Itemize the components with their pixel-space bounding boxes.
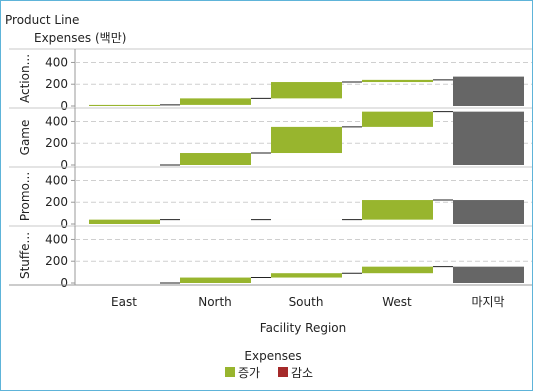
panels-layer: 0 200 400 Action... 0 200 400 Game 0 200 400 Promo.… (9, 48, 532, 290)
y-tick-label: 200 (45, 254, 68, 268)
bar-south (271, 273, 342, 278)
bar-north (180, 277, 251, 283)
bar-total (453, 111, 524, 165)
y-tick-label: 200 (45, 77, 68, 91)
bar-west (362, 266, 433, 274)
legend-label: 감소 (291, 366, 313, 380)
panel-label: Stuffe... (18, 232, 32, 279)
y-tick-label: 400 (45, 55, 68, 69)
x-tick-label-north: North (198, 295, 232, 309)
y-tick-label: 200 (45, 195, 68, 209)
legend-swatch (278, 367, 288, 377)
facet-header: Product Line (5, 13, 79, 27)
legend-item-2: 감소 (278, 366, 313, 380)
bar-south (271, 126, 342, 154)
y-tick-label: 400 (45, 232, 68, 246)
y-tick-label: 400 (45, 114, 68, 128)
x-axis: East North South West 마지막 (9, 284, 532, 309)
y-tick-label: 200 (45, 136, 68, 150)
x-tick-label-east: East (111, 295, 137, 309)
legend-label: 증가 (238, 366, 260, 380)
panel-2: 0 200 400 Game (9, 107, 532, 172)
bar-west (362, 111, 433, 127)
bar-north (180, 153, 251, 165)
x-axis-title: Facility Region (260, 321, 346, 335)
y-tick-label: 0 (60, 158, 68, 172)
bar-west (362, 79, 433, 83)
chart-title: Expenses (백만) (34, 31, 126, 45)
x-tick-label-west: West (382, 295, 412, 309)
panel-3: 0 200 400 Promo... (9, 166, 532, 231)
y-tick-label: 0 (60, 217, 68, 231)
legend-item-1: 증가 (225, 366, 260, 380)
bar-north (180, 98, 251, 105)
legend-title: Expenses (244, 349, 301, 363)
bar-east (89, 104, 160, 106)
bar-west (362, 200, 433, 220)
bar-total (453, 266, 524, 283)
legend: 증가 감소 (225, 366, 313, 380)
y-tick-label: 400 (45, 173, 68, 187)
panel-label: Action... (18, 54, 32, 103)
y-tick-label: 0 (60, 276, 68, 290)
bar-total (453, 200, 524, 224)
legend-swatch (225, 367, 235, 377)
panel-label: Game (18, 120, 32, 156)
panel-1: 0 200 400 Action... (9, 48, 532, 113)
bar-east (89, 219, 160, 224)
x-tick-label-total: 마지막 (471, 295, 504, 309)
x-tick-label-south: South (289, 295, 324, 309)
panel-label: Promo... (18, 172, 32, 221)
bar-total (453, 76, 524, 106)
bar-south (271, 82, 342, 99)
y-tick-label: 0 (60, 99, 68, 113)
panel-4: 0 200 400 Stuffe... (9, 225, 532, 290)
